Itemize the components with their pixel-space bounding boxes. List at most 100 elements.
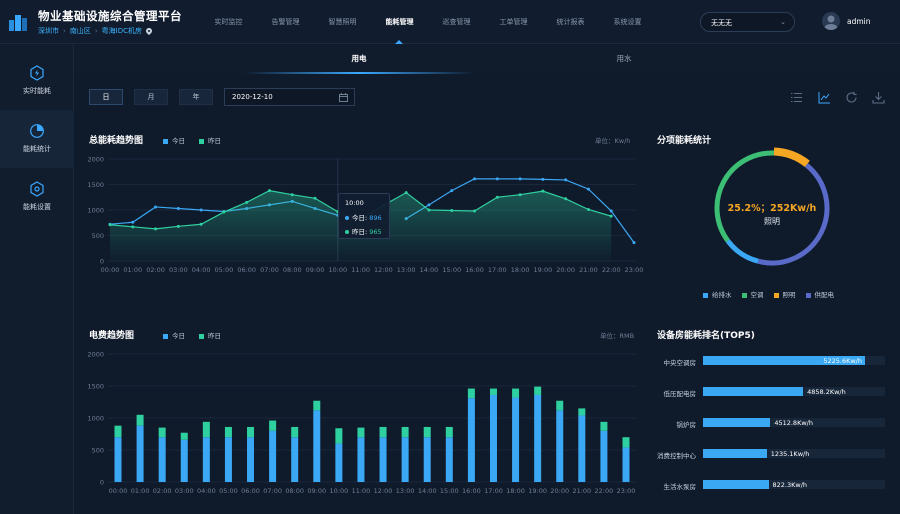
yesterday-bar — [401, 426, 409, 438]
sidebar-item-realtime-energy[interactable]: 实时能耗 — [0, 52, 74, 110]
download-icon[interactable] — [872, 91, 885, 104]
ranking-bar — [703, 418, 771, 427]
nav-realtime-monitor[interactable]: 实时监控 — [214, 18, 243, 26]
tab-electricity[interactable]: 用电 — [351, 54, 367, 63]
ranking-bar-track: 4858.2Kw/h — [703, 387, 885, 396]
breadcrumb-separator-icon: › — [94, 27, 98, 35]
legend-today[interactable]: 今日 — [163, 135, 185, 145]
today-point — [495, 177, 499, 181]
today-bar — [423, 437, 431, 482]
today-bar — [114, 437, 122, 482]
active-tab-indicator — [244, 72, 474, 74]
ranking-value: 4858.2Kw/h — [807, 388, 846, 396]
legend-air-conditioning[interactable]: 空调 — [741, 289, 764, 299]
sidebar-item-energy-statistics[interactable]: 能耗统计 — [0, 110, 74, 168]
x-tick-label: 08:00 — [285, 487, 304, 495]
period-day-button[interactable]: 日 — [89, 89, 123, 105]
nav-system-settings[interactable]: 系统设置 — [613, 18, 642, 26]
today-bar — [313, 410, 321, 482]
nav-work-order[interactable]: 工单管理 — [499, 18, 528, 26]
y-tick-label: 0 — [100, 257, 104, 265]
sidebar-item-energy-settings[interactable]: 能耗设置 — [0, 168, 74, 226]
nav-energy-management[interactable]: 能耗管理 — [371, 0, 428, 44]
x-tick-label: 23:00 — [625, 266, 644, 274]
ranking-value: 5225.6Kw/h — [823, 357, 862, 365]
legend-yesterday[interactable]: 昨日 — [199, 330, 221, 340]
yesterday-bar — [313, 400, 321, 411]
yesterday-point — [176, 224, 180, 228]
yesterday-point — [427, 208, 431, 212]
today-bar — [512, 397, 520, 482]
list-icon[interactable] — [790, 91, 803, 104]
nav-inspection-management[interactable]: 巡查管理 — [442, 18, 471, 26]
breadcrumb-district[interactable]: 南山区 — [69, 27, 91, 35]
avatar[interactable] — [822, 12, 840, 30]
sidebar: 实时能耗 能耗统计 能耗设置 — [0, 44, 74, 514]
nav-statistics-report[interactable]: 统计报表 — [556, 18, 585, 26]
today-point — [564, 178, 568, 182]
yesterday-point — [313, 196, 317, 200]
site-select[interactable]: 无无无 ⌄ — [700, 12, 795, 32]
cost-trend-title: 电费趋势图 — [89, 331, 135, 341]
yesterday-bar — [269, 420, 277, 431]
legend-yesterday[interactable]: 昨日 — [199, 135, 221, 145]
yesterday-bar — [512, 388, 520, 398]
energy-trend-title: 总能耗趋势图 — [89, 136, 144, 146]
tooltip-yesterday-row: 昨日: 965 — [345, 226, 383, 236]
x-tick-label: 10:00 — [328, 266, 347, 274]
y-tick-label: 2000 — [87, 155, 104, 163]
yesterday-bar — [357, 427, 365, 438]
today-point — [473, 177, 477, 181]
tooltip-time: 10:00 — [345, 199, 364, 207]
legend-water-supply[interactable]: 给排水 — [703, 289, 732, 299]
nav-alarm-management[interactable]: 告警管理 — [271, 18, 300, 26]
today-bar — [534, 394, 542, 482]
x-tick-label: 15:00 — [440, 487, 459, 495]
x-tick-label: 00:00 — [101, 266, 120, 274]
ranking-value: 4512.8Kw/h — [774, 419, 813, 427]
user-name[interactable]: admin — [847, 17, 871, 26]
tab-water[interactable]: 用水 — [616, 54, 632, 63]
x-tick-label: 22:00 — [595, 487, 614, 495]
date-picker[interactable]: 2020-12-10 — [224, 88, 355, 106]
nav-smart-lighting[interactable]: 智慧照明 — [328, 18, 357, 26]
ranking-bar-track: 822.3Kw/h — [703, 480, 885, 489]
yesterday-bar — [445, 426, 453, 438]
x-tick-label: 04:00 — [197, 487, 216, 495]
energy-unit-label: 单位：Kw/h — [595, 137, 631, 145]
period-year-button[interactable]: 年 — [179, 89, 213, 105]
utility-tabs: 用电 用水 — [74, 44, 900, 74]
ranking-value: 822.3Kw/h — [772, 481, 808, 489]
x-tick-label: 08:00 — [283, 266, 302, 274]
yesterday-bar — [158, 427, 166, 438]
legend-today[interactable]: 今日 — [163, 330, 185, 340]
ranking-value: 1235.1Kw/h — [770, 450, 810, 458]
yesterday-bar — [224, 426, 232, 438]
today-point — [450, 189, 454, 193]
x-tick-label: 01:00 — [131, 487, 150, 495]
donut-center-value: 25.2%；252Kw/h — [727, 203, 817, 214]
line-chart-icon[interactable] — [818, 91, 831, 104]
today-bar — [224, 437, 232, 482]
top-bar: 物业基础设施综合管理平台 深圳市 › 南山区 › 粤海IDC机房 实时监控 告警… — [0, 0, 900, 44]
legend-lighting[interactable]: 照明 — [773, 289, 796, 299]
refresh-icon[interactable] — [845, 91, 858, 104]
cost-unit-label: 单位：RMB — [600, 332, 635, 340]
x-tick-label: 22:00 — [602, 266, 621, 274]
yesterday-point — [564, 197, 568, 201]
today-bar — [357, 437, 365, 482]
breakdown-legend: 给排水 空调 照明 供配电 — [703, 289, 834, 299]
breadcrumb-site[interactable]: 粤海IDC机房 — [101, 27, 142, 35]
legend-power-distribution[interactable]: 供配电 — [805, 289, 834, 299]
chevron-down-icon: ⌄ — [780, 18, 786, 26]
yesterday-point — [131, 225, 135, 229]
yesterday-bar — [247, 426, 255, 438]
ranking-bar — [703, 387, 804, 396]
today-point — [609, 209, 613, 213]
ranking-bar — [703, 356, 865, 365]
sidebar-item-label: 能耗统计 — [23, 145, 51, 153]
breadcrumb-city[interactable]: 深圳市 — [38, 27, 59, 35]
x-tick-label: 16:00 — [465, 266, 484, 274]
period-month-button[interactable]: 月 — [134, 89, 168, 105]
yesterday-point — [154, 227, 158, 231]
